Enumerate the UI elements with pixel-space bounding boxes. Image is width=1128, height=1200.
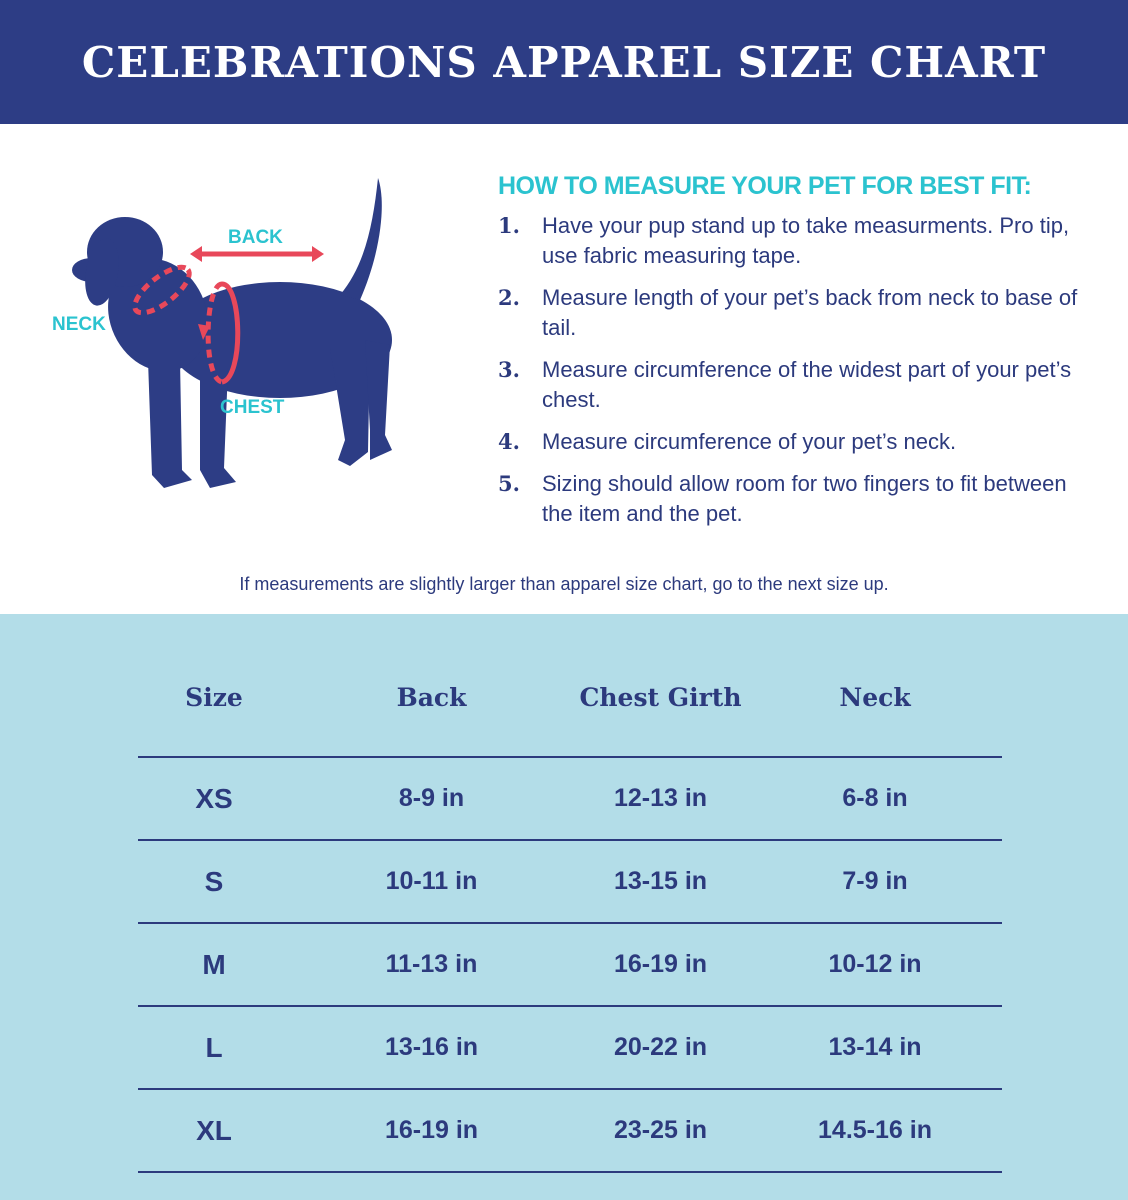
instruction-step: 5. Sizing should allow room for two finge… [498,469,1098,529]
dog-measurement-illustration: BACK NECK CHEST [52,178,392,488]
header-back: Back [290,680,573,758]
step-number: 3. [498,357,520,382]
back-cell: 10-11 in [290,840,573,924]
back-arrow-icon [190,246,324,262]
step-text: Measure length of your pet’s back from n… [542,285,1078,340]
chest-cell: 20-22 in [573,1006,748,1090]
neck-label: NECK [52,314,106,335]
instructions-title: HOW TO MEASURE YOUR PET FOR BEST FIT: [498,172,1032,200]
instruction-step: 1. Have your pup stand up to take measurm… [498,211,1098,271]
step-text: Measure circumference of your pet’s neck… [542,429,957,454]
chest-cell: 12-13 in [573,757,748,841]
neck-cell: 14.5-16 in [748,1089,1002,1173]
step-number: 4. [498,429,520,454]
title-banner: CELEBRATIONS APPAREL SIZE CHART [0,0,1128,124]
size-table: Size Back Chest Girth Neck XS 8-9 in 12-… [138,680,1002,1173]
neck-cell: 13-14 in [748,1006,1002,1090]
dog-silhouette-icon [72,178,392,488]
page-title: CELEBRATIONS APPAREL SIZE CHART [81,37,1047,87]
chest-cell: 13-15 in [573,840,748,924]
size-cell: XS [138,757,290,841]
back-cell: 8-9 in [290,757,573,841]
chest-cell: 16-19 in [573,923,748,1007]
instruction-step: 4. Measure circumference of your pet’s ne… [498,427,1098,457]
table-header-row: Size Back Chest Girth Neck [138,680,1002,758]
back-label: BACK [228,227,283,248]
table-row: M 11-13 in 16-19 in 10-12 in [138,923,1002,1007]
instruction-step: 2. Measure length of your pet’s back from… [498,283,1098,343]
instruction-step: 3. Measure circumference of the widest pa… [498,355,1098,415]
size-table-panel: Size Back Chest Girth Neck XS 8-9 in 12-… [0,614,1128,1200]
chest-label: CHEST [220,397,285,418]
size-cell: M [138,923,290,1007]
table-row: XS 8-9 in 12-13 in 6-8 in [138,757,1002,841]
step-number: 2. [498,285,520,310]
neck-cell: 10-12 in [748,923,1002,1007]
back-cell: 16-19 in [290,1089,573,1173]
step-number: 1. [498,213,520,238]
chest-measure-icon [198,281,241,385]
table-row: XL 16-19 in 23-25 in 14.5-16 in [138,1089,1002,1173]
neck-cell: 6-8 in [748,757,1002,841]
size-cell: XL [138,1089,290,1173]
sizing-note: If measurements are slightly larger than… [239,574,889,594]
size-cell: S [138,840,290,924]
step-text: Have your pup stand up to take measurmen… [542,213,1070,268]
header-neck: Neck [748,680,1002,758]
size-cell: L [138,1006,290,1090]
back-cell: 13-16 in [290,1006,573,1090]
header-size: Size [138,680,290,758]
chest-cell: 23-25 in [573,1089,748,1173]
back-cell: 11-13 in [290,923,573,1007]
neck-cell: 7-9 in [748,840,1002,924]
step-text: Sizing should allow room for two fingers… [542,471,1067,526]
step-number: 5. [498,471,520,496]
table-row: L 13-16 in 20-22 in 13-14 in [138,1006,1002,1090]
header-chest-girth: Chest Girth [573,680,748,758]
measure-instructions: HOW TO MEASURE YOUR PET FOR BEST FIT: 1.… [498,172,1098,541]
step-text: Measure circumference of the widest part… [542,357,1072,412]
instructions-list: 1. Have your pup stand up to take measurm… [498,211,1098,529]
table-row: S 10-11 in 13-15 in 7-9 in [138,840,1002,924]
